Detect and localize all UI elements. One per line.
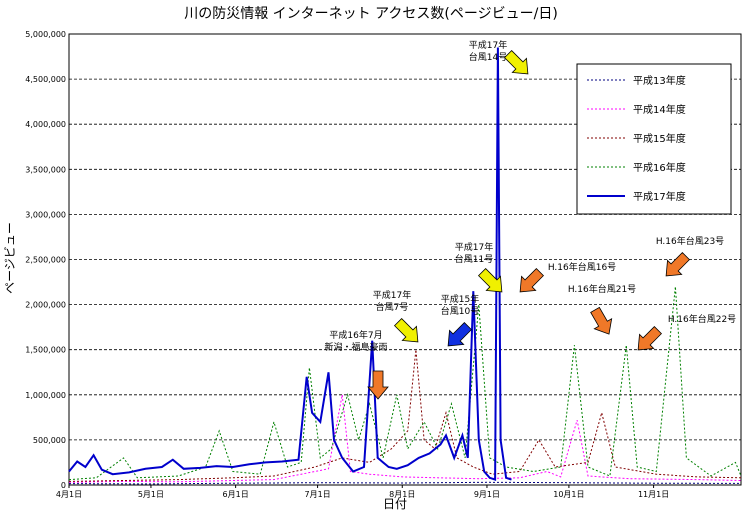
x-tick-label: 5月1日	[138, 490, 164, 499]
annotation-arrow	[503, 49, 529, 75]
annotation-arrow	[519, 267, 545, 293]
y-tick-label: 2,500,000	[25, 256, 66, 265]
annotation-label: H.16年台風16号	[548, 261, 616, 273]
x-axis-label: 日付	[383, 497, 407, 511]
x-tick-label: 9月1日	[474, 490, 500, 499]
y-tick-label: 2,000,000	[25, 301, 66, 310]
y-tick-label: 5,000,000	[25, 30, 66, 39]
y-tick-label: 1,000,000	[25, 391, 66, 400]
annotation-label: 平成15年	[441, 293, 479, 305]
legend-box	[576, 63, 732, 215]
annotation-arrow	[590, 306, 613, 335]
series-line-2	[68, 394, 742, 483]
legend-label: 平成17年度	[633, 190, 686, 203]
y-tick-label: 4,000,000	[25, 120, 66, 129]
chart-title: 川の防災情報 インターネット アクセス数(ページビュー/日)	[184, 6, 558, 22]
legend-label: 平成16年度	[633, 161, 686, 174]
series-line-5	[68, 47, 512, 481]
y-tick-label: 0	[61, 481, 66, 490]
annotation-arrow	[393, 317, 419, 343]
y-tick-label: 4,500,000	[25, 75, 66, 84]
legend-label: 平成14年度	[633, 103, 686, 116]
x-tick-label: 8月1日	[389, 490, 415, 499]
annotation-label: H.16年台風22号	[668, 313, 736, 325]
y-tick-label: 3,000,000	[25, 210, 66, 219]
annotation-label: 台風10号	[441, 305, 479, 317]
series-line-4	[68, 286, 742, 481]
annotation-arrow	[367, 370, 389, 400]
annotation-label: 平成16年7月	[329, 329, 382, 341]
annotation-arrow	[637, 325, 663, 351]
y-tick-label: 1,500,000	[25, 346, 66, 355]
x-tick-label: 10月1日	[553, 490, 584, 499]
annotation-label: 平成17年	[455, 241, 493, 253]
annotation-label: 台風7号	[376, 301, 409, 313]
annotation-arrow	[665, 251, 691, 277]
annotation-label: H.16年台風23号	[656, 235, 724, 247]
x-tick-label: 7月1日	[304, 490, 330, 499]
legend-label: 平成15年度	[633, 132, 686, 145]
annotation-label: 台風11号	[455, 253, 493, 265]
x-tick-label: 6月1日	[223, 490, 249, 499]
legend-label: 平成13年度	[633, 74, 686, 87]
annotation-label: 台風14号	[469, 51, 507, 63]
plot-area: 0 500,000 1,000,000 1,500,000 2,000,000 2,500…	[25, 30, 742, 499]
x-tick-label: 11月1日	[638, 490, 669, 499]
annotation-arrow	[477, 267, 503, 293]
annotation-label: 新潟・福島豪雨	[324, 341, 387, 353]
y-tick-label: 500,000	[33, 436, 66, 445]
x-tick-label: 4月1日	[56, 490, 82, 499]
annotation-label: 平成17年	[469, 39, 507, 51]
y-axis-label: ページビュー	[3, 222, 17, 294]
annotation-label: 平成17年	[373, 289, 411, 301]
series-line-1	[68, 481, 742, 485]
y-tick-label: 3,500,000	[25, 165, 66, 174]
annotation-label: H.16年台風21号	[568, 283, 636, 295]
annotation-arrow	[447, 321, 473, 347]
